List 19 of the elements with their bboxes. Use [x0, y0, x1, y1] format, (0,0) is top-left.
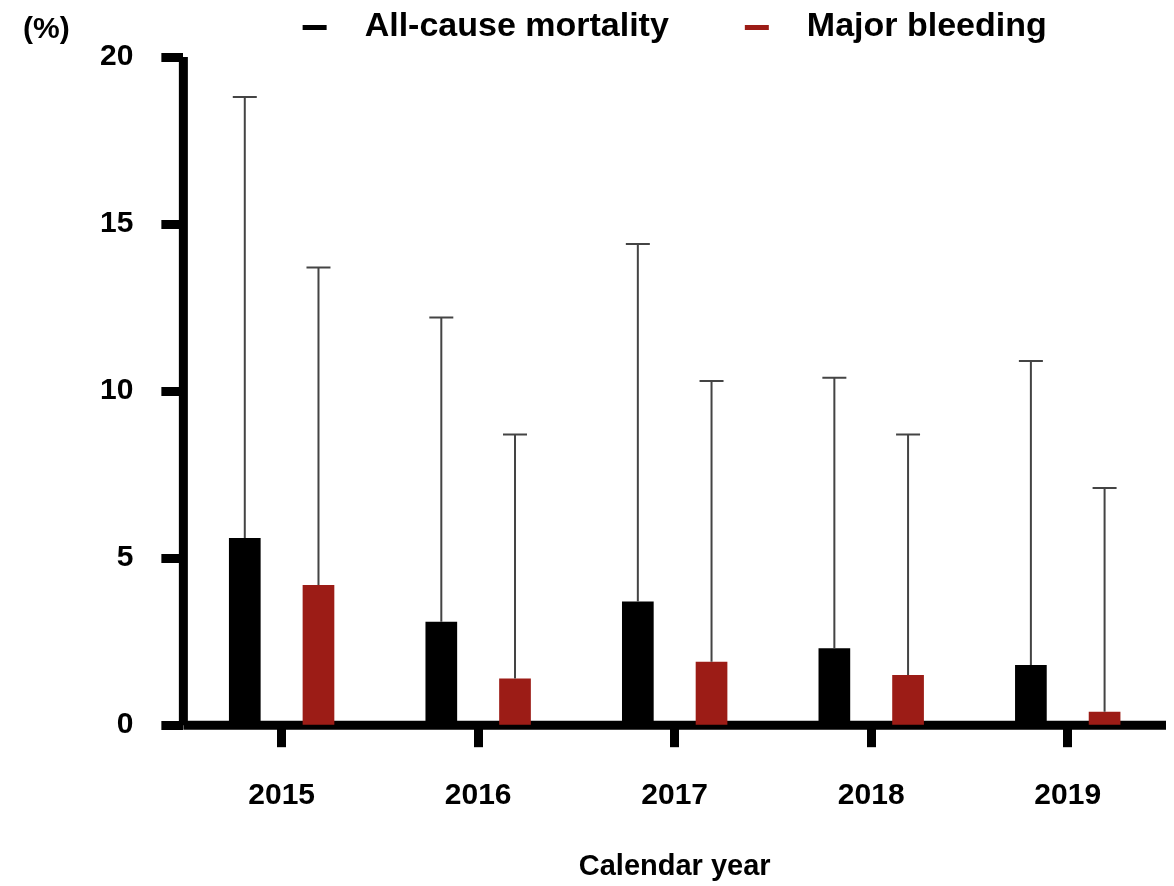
legend-label: All-cause mortality — [364, 5, 669, 44]
y-tick-label: 20 — [99, 38, 134, 72]
x-axis-title: Calendar year — [578, 848, 771, 881]
bar — [892, 675, 924, 725]
x-tick-label: 2016 — [444, 777, 512, 811]
y-tick-label: 5 — [116, 539, 134, 573]
y-axis-title: (%) — [23, 11, 70, 45]
legend-label: Major bleeding — [806, 5, 1047, 44]
bar — [695, 661, 728, 725]
bar — [302, 584, 335, 725]
y-tick-label: 0 — [116, 706, 134, 740]
bar — [1088, 711, 1121, 725]
x-tick-label: 2015 — [248, 777, 316, 811]
x-tick-label: 2017 — [641, 777, 709, 811]
x-tick-label: 2019 — [1034, 777, 1102, 811]
y-tick-label: 15 — [99, 205, 134, 239]
y-tick-label: 10 — [99, 372, 134, 406]
bar — [499, 678, 531, 725]
x-tick-label: 2018 — [837, 777, 905, 811]
